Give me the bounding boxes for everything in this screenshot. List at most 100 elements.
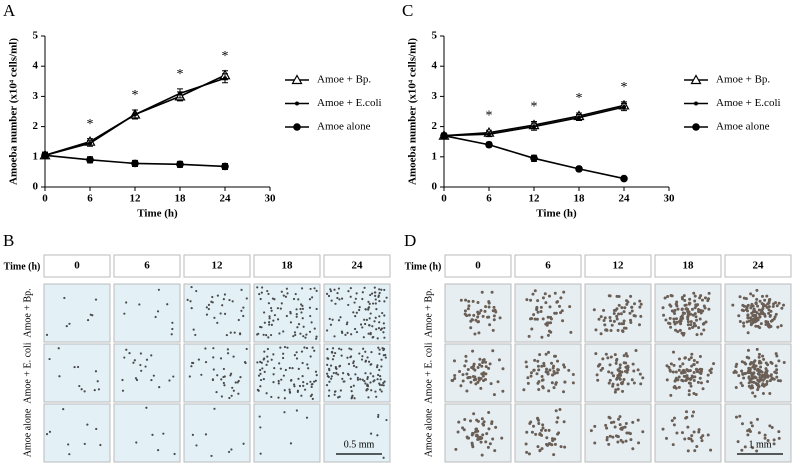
row-header: Time (h)	[405, 261, 442, 272]
cell	[698, 376, 702, 380]
cell	[686, 312, 690, 316]
cell	[757, 308, 761, 312]
cell	[701, 434, 705, 438]
cell	[376, 378, 379, 381]
cell	[376, 364, 379, 367]
cell	[286, 292, 289, 295]
cell	[750, 424, 754, 428]
cell	[704, 320, 708, 324]
cell	[731, 303, 735, 307]
cell	[86, 318, 90, 322]
cell	[374, 390, 377, 393]
cell	[746, 331, 750, 335]
cell	[669, 325, 673, 329]
column-header: 12	[613, 260, 625, 272]
cell	[737, 314, 741, 318]
marker	[133, 112, 137, 117]
cell	[698, 371, 702, 375]
cell	[622, 326, 626, 330]
cell	[226, 352, 230, 355]
cell	[382, 322, 385, 325]
cell	[240, 309, 243, 312]
legend-label: Amoe alone	[716, 121, 770, 133]
cell	[549, 330, 553, 334]
cell	[668, 369, 672, 373]
cell	[524, 360, 528, 364]
cell	[698, 317, 702, 321]
cell	[744, 362, 748, 366]
cell	[277, 382, 280, 385]
cell	[485, 432, 489, 436]
significance-mark: *	[531, 100, 538, 115]
cell	[706, 373, 710, 377]
cell	[479, 309, 483, 313]
cell	[767, 311, 771, 315]
cell	[339, 316, 342, 319]
cell	[677, 385, 681, 389]
cell	[670, 419, 674, 423]
cell	[753, 359, 757, 363]
cell	[172, 375, 175, 378]
cell	[683, 370, 687, 374]
cell	[152, 374, 155, 377]
cell	[699, 381, 703, 385]
marker	[176, 160, 184, 169]
cell	[636, 368, 640, 372]
cell	[568, 305, 572, 309]
cell	[310, 385, 313, 389]
cell	[282, 352, 285, 355]
cell	[675, 320, 679, 324]
cell	[621, 389, 625, 393]
cell	[680, 297, 684, 301]
cell	[541, 317, 545, 321]
cell	[768, 391, 772, 395]
cell	[123, 312, 126, 315]
cell	[210, 454, 213, 458]
cell	[620, 329, 624, 333]
micrograph	[183, 403, 251, 463]
micrograph	[183, 283, 251, 343]
column-header-box	[183, 254, 251, 278]
column-header-box	[253, 254, 321, 278]
cell	[192, 328, 195, 331]
cell	[197, 358, 200, 361]
cell	[166, 303, 169, 306]
cell	[748, 368, 752, 372]
cell	[378, 321, 381, 324]
cell	[366, 377, 369, 381]
cell	[354, 373, 357, 376]
y-tick-label: 1	[432, 150, 438, 162]
cell	[463, 364, 467, 368]
cell	[615, 314, 619, 318]
cell	[212, 368, 215, 371]
cell	[262, 377, 265, 381]
cell	[619, 312, 623, 316]
cell	[128, 352, 131, 355]
cell	[675, 431, 679, 435]
cell	[297, 367, 300, 370]
cell	[548, 442, 552, 446]
cell	[355, 366, 358, 369]
cell	[383, 336, 386, 339]
cell	[380, 365, 383, 368]
cell	[775, 375, 779, 379]
cell	[746, 303, 750, 307]
cell	[484, 365, 488, 369]
cell	[347, 290, 350, 293]
cell	[78, 384, 81, 388]
cell	[552, 453, 556, 457]
cell	[765, 379, 769, 383]
cell	[48, 430, 52, 433]
cell	[626, 365, 630, 369]
cell	[263, 321, 266, 324]
cell	[231, 386, 234, 389]
cell	[266, 289, 269, 293]
cell	[378, 315, 381, 318]
cell	[140, 369, 143, 372]
cell	[57, 347, 60, 350]
cell	[361, 297, 364, 301]
cell	[229, 331, 232, 334]
cell	[666, 295, 670, 299]
y-tick-label: 3	[432, 90, 438, 102]
cell	[326, 348, 329, 351]
